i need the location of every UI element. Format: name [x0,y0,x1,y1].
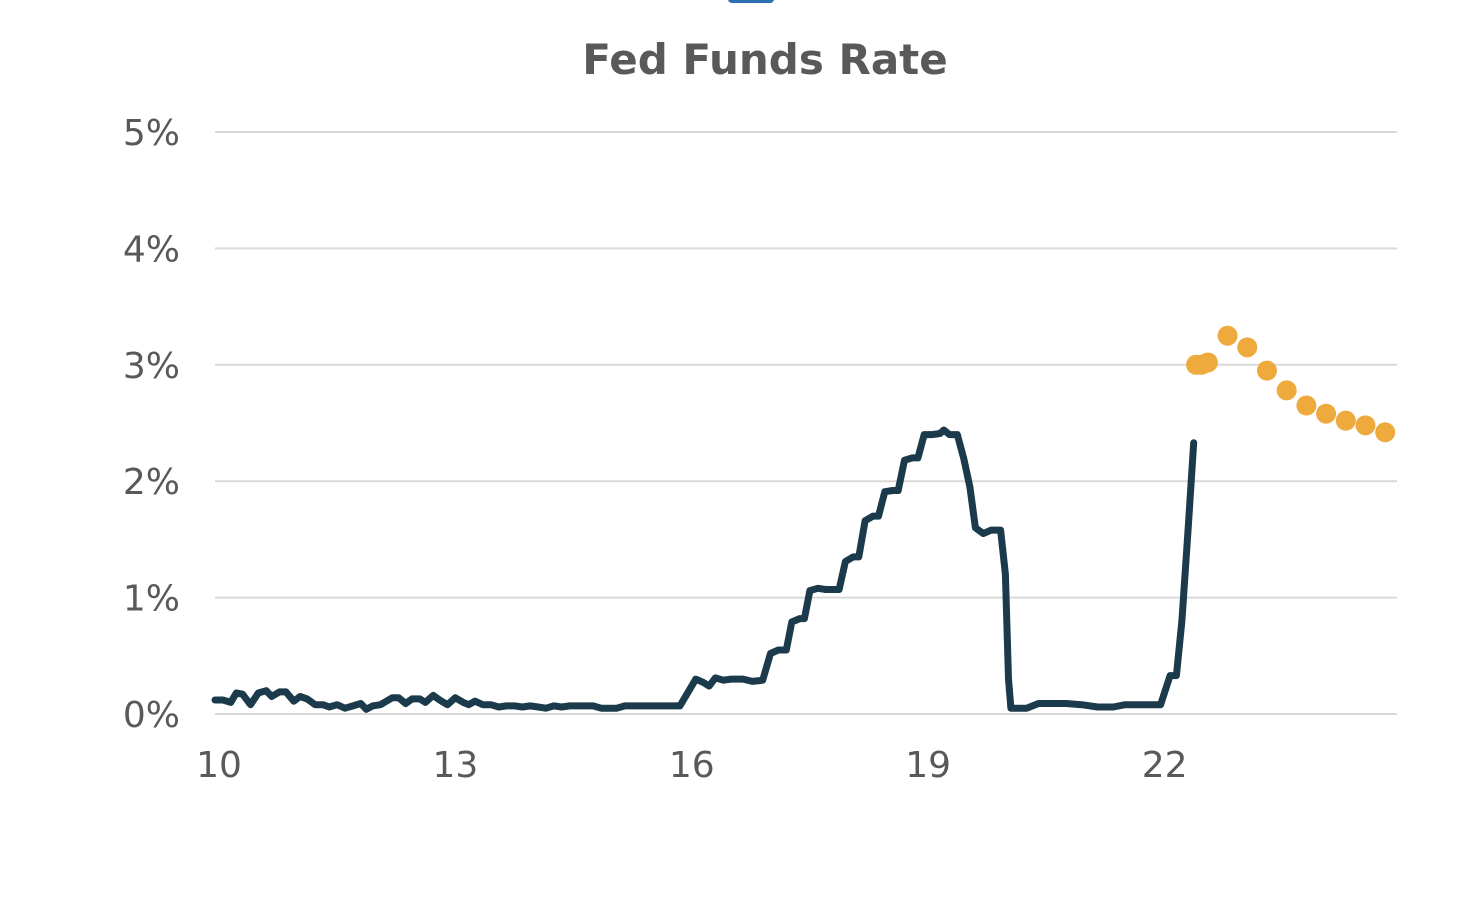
y-tick-label: 4% [123,229,180,270]
y-tick-label: 0% [123,695,180,736]
y-tick-label: 5% [123,113,180,154]
y-tick-label: 3% [123,346,180,387]
gridlines [215,131,1397,715]
x-axis-ticks: 10 13 16 19 22 [196,745,1187,786]
x-tick-label: 22 [1142,745,1188,786]
x-tick-label: 19 [905,745,951,786]
x-tick-label: 10 [196,745,242,786]
x-tick-label: 13 [432,745,478,786]
series-line [211,426,1198,713]
series [211,325,1396,713]
projection-dot [1217,325,1238,346]
projection-dot [1296,395,1317,416]
projection-dot [1375,422,1396,443]
projection-dot [1355,415,1376,436]
y-tick-label: 2% [123,462,180,503]
y-tick-label: 1% [123,579,180,620]
projection-dot [1276,380,1297,401]
top-tab-marker [728,0,774,3]
x-tick-label: 16 [669,745,715,786]
projection-dot [1316,403,1337,424]
projection-dot [1237,337,1258,358]
projection-dot [1256,360,1277,381]
projection-dot [1197,352,1218,373]
chart-title: Fed Funds Rate [582,35,948,84]
y-axis-ticks: 0% 1% 2% 3% 4% 5% [123,113,180,736]
projection-dot [1335,410,1356,431]
